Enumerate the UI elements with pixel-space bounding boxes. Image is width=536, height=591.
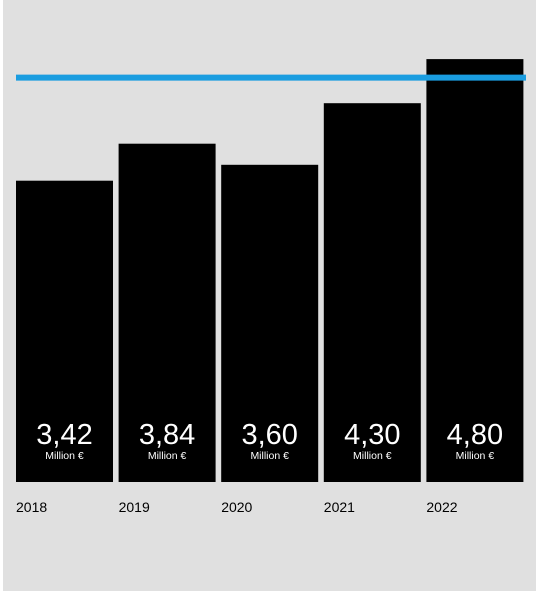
bar-2022 — [426, 59, 524, 482]
x-tick-label: 2019 — [119, 499, 150, 515]
bar-unit-label: Million € — [250, 450, 289, 462]
x-tick-label: 2022 — [426, 499, 457, 515]
x-tick-label: 2021 — [324, 499, 355, 515]
bar-unit-label: Million € — [148, 450, 187, 462]
bar-2019 — [118, 143, 216, 482]
bar-2020 — [221, 164, 319, 483]
bar-value-label: 3,42 — [36, 419, 92, 451]
bar-value-label: 3,84 — [139, 419, 195, 451]
bar-unit-label: Million € — [353, 450, 392, 462]
bar-value-label: 3,60 — [241, 419, 297, 451]
bar-2021 — [323, 103, 421, 482]
x-tick-label: 2018 — [16, 499, 47, 515]
bar-value-label: 4,80 — [447, 419, 503, 451]
x-tick-label: 2020 — [221, 499, 252, 515]
bar-2018 — [16, 180, 113, 482]
bar-unit-label: Million € — [456, 450, 495, 462]
bar-value-label: 4,30 — [344, 419, 400, 451]
bar-unit-label: Million € — [45, 450, 84, 462]
